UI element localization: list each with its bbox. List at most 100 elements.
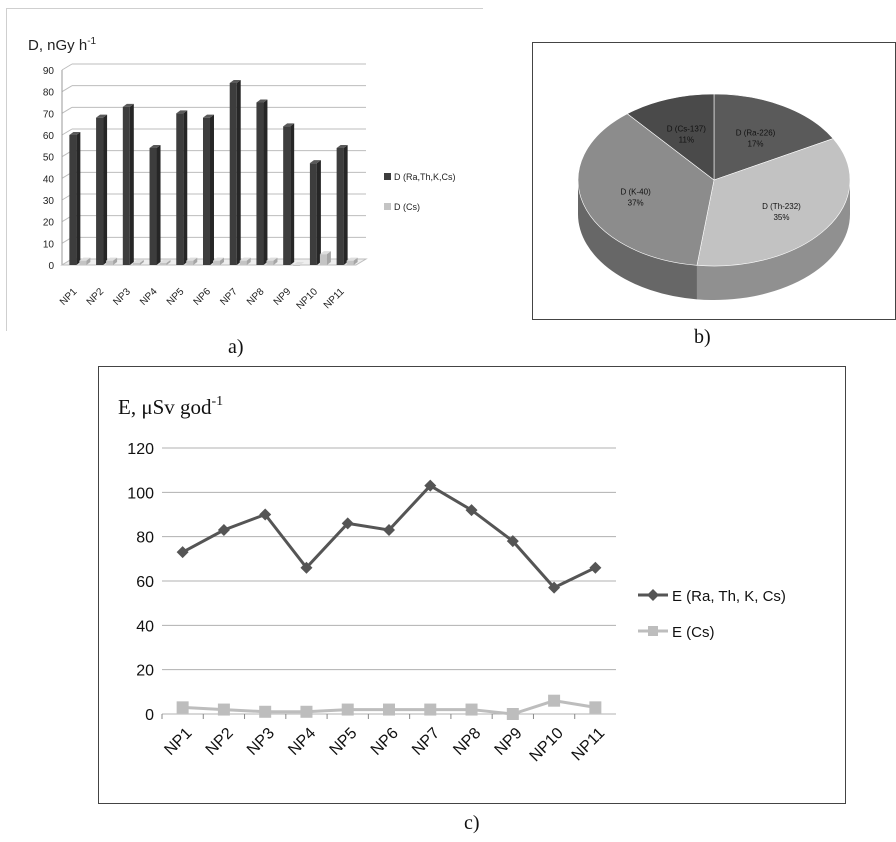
line-chart-y-tick-label: 100 — [127, 485, 154, 502]
bar-chart-title: D, nGy h-1 — [28, 36, 97, 54]
bar-top — [159, 259, 171, 263]
legend-label-series-2: E (Cs) — [672, 624, 715, 641]
data-point — [300, 705, 313, 718]
bar-top — [79, 257, 91, 261]
line-chart-y-tick-label: 120 — [127, 441, 154, 458]
bar-chart-y-ticks: 0 10 20 30 40 50 60 70 80 90 — [43, 66, 55, 272]
bar — [239, 260, 247, 265]
bar-chart-x-tick-label: NP8 — [245, 286, 267, 308]
line-chart-y-tick-label: 0 — [145, 707, 154, 724]
data-point — [506, 708, 519, 720]
pie-slice-percent: 35% — [773, 213, 789, 222]
line-chart-legend: E (Ra, Th, K, Cs) E (Cs) — [638, 588, 786, 641]
bar — [229, 83, 237, 265]
line-chart-y-tick-label: 60 — [136, 574, 154, 591]
bar-top — [149, 145, 161, 148]
bar — [256, 102, 264, 265]
bar-side — [209, 114, 214, 266]
bar-chart-x-tick-label: NP9 — [272, 286, 294, 308]
line-chart-x-tick-label: NP11 — [569, 725, 609, 765]
pie-slice-percent: 17% — [748, 140, 764, 149]
bar-top — [336, 145, 348, 148]
bar-chart-y-tick-label: 90 — [43, 66, 55, 77]
data-point — [341, 703, 354, 716]
line-chart-y-tick-label: 40 — [136, 618, 154, 635]
pie-slice — [626, 93, 715, 181]
legend-label-series-1: D (Ra,Th,K,Cs) — [394, 172, 456, 182]
data-point — [465, 703, 478, 716]
line-chart-x-tick-label: NP3 — [244, 725, 278, 759]
bar-side — [353, 257, 358, 265]
caption-c: c) — [464, 812, 480, 834]
data-point — [300, 561, 313, 574]
bar-side — [103, 114, 108, 266]
pie-slice — [696, 138, 851, 267]
pie-slice-label: D (K-40) — [621, 187, 652, 196]
bar — [69, 135, 77, 265]
bar-side — [343, 145, 348, 265]
line-chart-x-tick-label: NP10 — [527, 725, 567, 765]
line-chart-x-tick-label: NP2 — [203, 725, 237, 759]
pie-slice-side — [696, 180, 850, 300]
bar-chart-x-tick-label: NP1 — [58, 286, 80, 308]
data-point — [424, 703, 437, 716]
bar — [122, 106, 130, 265]
legend-label-series-1: E (Ra, Th, K, Cs) — [672, 588, 786, 605]
data-point — [341, 517, 354, 530]
data-point — [259, 705, 272, 718]
data-point — [383, 524, 395, 537]
legend-swatch-series-2 — [384, 203, 391, 210]
bar-chart-x-tick-label: NP7 — [218, 286, 240, 308]
legend-marker-series-2 — [648, 626, 658, 636]
line-chart-x-tick-label: NP1 — [161, 725, 195, 759]
line-chart-x-tick-label: NP8 — [450, 725, 484, 759]
data-point — [548, 694, 561, 707]
pie-chart-slices — [577, 93, 851, 267]
bar — [96, 117, 104, 266]
bar-chart-x-tick-label: NP6 — [192, 286, 214, 308]
line-chart-x-tick-label: NP9 — [492, 725, 526, 759]
legend-marker-series-1 — [647, 589, 659, 601]
data-point — [217, 524, 230, 537]
data-point — [465, 504, 478, 517]
bar-top — [132, 259, 144, 263]
bar — [346, 260, 354, 265]
bar-side — [86, 257, 91, 265]
bar-side — [129, 103, 134, 265]
line-chart-x-tick-label: NP6 — [368, 725, 402, 759]
bar — [283, 126, 291, 265]
bar-chart-y-tick-label: 50 — [43, 153, 55, 164]
bar-top — [283, 123, 295, 127]
pie-slice-label: D (Th-232) — [762, 202, 801, 211]
bar-top — [212, 257, 224, 261]
bar-chart-legend: D (Ra,Th,K,Cs) D (Cs) — [384, 172, 456, 212]
bar-chart-y-tick-label: 40 — [43, 174, 55, 185]
data-point — [424, 479, 437, 492]
data-point — [259, 508, 272, 521]
bar-chart-x-tick-label: NP10 — [295, 286, 321, 312]
pie-chart-sides — [578, 180, 850, 300]
bar — [159, 262, 167, 265]
bar-side — [236, 80, 241, 265]
legend-swatch-series-1 — [384, 173, 391, 180]
bar-chart-y-tick-label: 30 — [43, 196, 55, 207]
line-chart-panel: E, μSv god-1 0 20 40 60 80 100 120 NP1 NP2 NP3 NP… — [98, 366, 846, 806]
bar-top — [309, 160, 321, 164]
bar-chart-y-tick-label: 20 — [43, 218, 55, 229]
bar — [319, 254, 327, 265]
bar-side — [316, 160, 321, 265]
data-point — [176, 546, 189, 559]
bar-side — [156, 145, 161, 265]
bar-chart-bars — [69, 80, 358, 266]
bar — [336, 148, 344, 265]
bar — [132, 262, 140, 265]
pie-slice-side — [578, 180, 697, 300]
bar — [79, 260, 87, 265]
data-point — [548, 581, 561, 594]
bar-side — [326, 251, 331, 265]
bar-top — [69, 132, 81, 135]
bar-side — [139, 259, 144, 265]
bar-top — [96, 114, 108, 118]
bar-chart-y-tick-label: 70 — [43, 109, 55, 120]
bar-top — [186, 257, 198, 261]
